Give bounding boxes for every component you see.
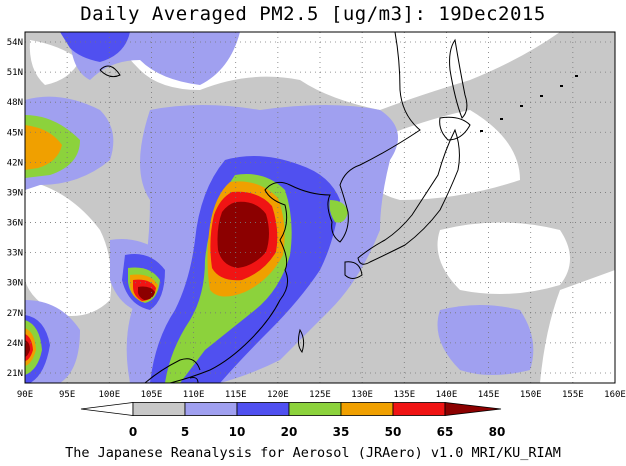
- lon-tick-label: 135E: [393, 390, 415, 400]
- colorbar-level-label: 80: [489, 425, 506, 439]
- lat-tick-label: 48N: [7, 98, 23, 108]
- lat-tick-label: 51N: [7, 68, 23, 78]
- colorbar-level-label: 20: [281, 425, 298, 439]
- concentration-field: [25, 32, 615, 383]
- coastline-hainan: [189, 377, 199, 383]
- map-title: Daily Averaged PM2.5 [ug/m3]: 19Dec2015: [80, 3, 546, 25]
- lon-tick-label: 130E: [351, 390, 373, 400]
- lat-tick-label: 27N: [7, 309, 23, 319]
- lon-tick-label: 95E: [59, 390, 75, 400]
- colorbar-level-label: 35: [333, 425, 350, 439]
- colorbar-level-label: 0: [129, 425, 137, 439]
- coastlines: [99, 32, 471, 383]
- lon-tick-label: 105E: [141, 390, 163, 400]
- colorbar-segment: [392, 402, 446, 416]
- lon-tick-label: 155E: [562, 390, 584, 400]
- band-0-5-japan: [350, 110, 520, 200]
- colorbar-level-label: 50: [385, 425, 402, 439]
- latitude-labels: 21N 24N 27N 30N 33N 36N 39N 42N 45N 48N 51N 54N: [7, 38, 23, 379]
- colorbar-level-label: 65: [437, 425, 454, 439]
- lon-tick-label: 110E: [183, 390, 205, 400]
- lon-tick-label: 120E: [267, 390, 289, 400]
- kuril-islands: [480, 75, 578, 132]
- lon-tick-label: 90E: [17, 390, 33, 400]
- lon-tick-label: 100E: [98, 390, 120, 400]
- band-50-65-west: [25, 125, 62, 170]
- lat-tick-label: 54N: [7, 38, 23, 48]
- lat-tick-label: 36N: [7, 219, 23, 229]
- longitude-labels: 90E 95E 100E 105E 110E 115E 120E 125E 130E 135E 14…: [17, 390, 626, 400]
- coastline-sakhalin: [449, 38, 468, 119]
- colorbar-segment: [340, 402, 394, 416]
- coastline-honshu: [357, 128, 460, 265]
- band-35-50-korea: [329, 200, 348, 223]
- band-80-plus-pocket: [137, 286, 155, 300]
- lat-tick-label: 30N: [7, 279, 23, 289]
- colorbar: 0 5 10 20 35 50 65 80: [80, 402, 506, 439]
- band-0-5-tibet: [25, 180, 112, 316]
- coastline-russia-korea: [169, 32, 421, 383]
- lat-tick-label: 39N: [7, 188, 23, 198]
- lon-tick-label: 145E: [478, 390, 500, 400]
- band-20-35-north: [60, 32, 130, 62]
- band-0-5-pacific: [540, 270, 615, 383]
- data-source-credit: The Japanese Reanalysis for Aerosol (JRA…: [65, 445, 561, 461]
- coastline-indochina: [144, 358, 201, 383]
- band-0-5-pacific-mid: [437, 222, 570, 294]
- band-80-plus-main: [217, 201, 269, 268]
- colorbar-left-arrow: [80, 402, 134, 416]
- colorbar-level-label: 5: [181, 425, 189, 439]
- colorbar-segment: [288, 402, 342, 416]
- coastline-taiwan: [297, 328, 305, 353]
- coastline-kyushu: [344, 261, 363, 279]
- lat-tick-label: 21N: [7, 369, 23, 379]
- lat-tick-label: 24N: [7, 339, 23, 349]
- band-0-5-nw: [29, 40, 80, 85]
- colorbar-segment: [236, 402, 290, 416]
- coastline-hokkaido: [439, 116, 471, 141]
- colorbar-right-arrow: [444, 402, 502, 416]
- lat-tick-label: 42N: [7, 158, 23, 168]
- band-10-20-pacific: [437, 305, 534, 375]
- colorbar-level-label: 10: [229, 425, 246, 439]
- band-80-plus-sw: [25, 340, 30, 357]
- map-frame: [24, 31, 616, 384]
- lon-tick-label: 115E: [225, 390, 247, 400]
- lon-tick-label: 150E: [520, 390, 542, 400]
- lon-tick-label: 125E: [309, 390, 331, 400]
- colorbar-segment: [132, 402, 186, 416]
- lat-tick-label: 33N: [7, 249, 23, 259]
- graticule: [25, 32, 615, 383]
- lon-tick-label: 160E: [604, 390, 626, 400]
- lat-tick-label: 45N: [7, 128, 23, 138]
- lon-tick-label: 140E: [436, 390, 458, 400]
- colorbar-segment: [184, 402, 238, 416]
- coastline-lake-baikal: [99, 65, 121, 78]
